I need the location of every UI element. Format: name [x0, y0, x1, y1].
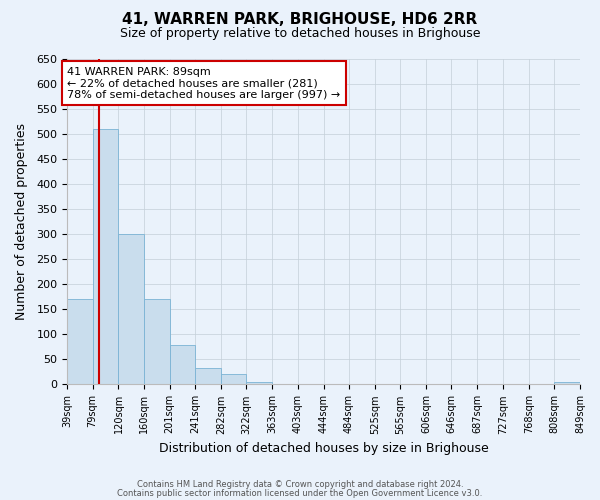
- Bar: [554, 382, 580, 384]
- Bar: [67, 300, 92, 384]
- Text: 41, WARREN PARK, BRIGHOUSE, HD6 2RR: 41, WARREN PARK, BRIGHOUSE, HD6 2RR: [122, 12, 478, 28]
- Bar: [170, 346, 195, 385]
- Bar: [195, 368, 221, 384]
- Bar: [144, 300, 170, 384]
- Bar: [118, 234, 144, 384]
- Text: Size of property relative to detached houses in Brighouse: Size of property relative to detached ho…: [120, 28, 480, 40]
- Text: Contains HM Land Registry data © Crown copyright and database right 2024.: Contains HM Land Registry data © Crown c…: [137, 480, 463, 489]
- X-axis label: Distribution of detached houses by size in Brighouse: Distribution of detached houses by size …: [159, 442, 488, 455]
- Bar: [247, 382, 272, 384]
- Bar: [221, 374, 247, 384]
- Bar: [92, 129, 118, 384]
- Y-axis label: Number of detached properties: Number of detached properties: [15, 123, 28, 320]
- Text: Contains public sector information licensed under the Open Government Licence v3: Contains public sector information licen…: [118, 489, 482, 498]
- Text: 41 WARREN PARK: 89sqm
← 22% of detached houses are smaller (281)
78% of semi-det: 41 WARREN PARK: 89sqm ← 22% of detached …: [67, 66, 340, 100]
